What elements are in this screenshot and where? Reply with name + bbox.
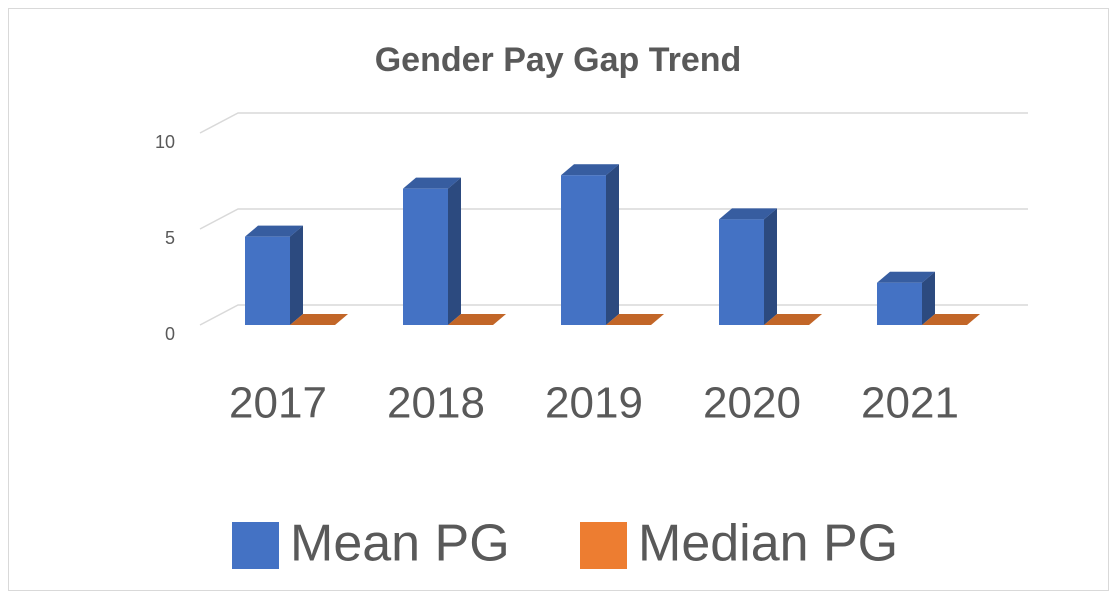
bar-top-shade <box>606 314 664 325</box>
bar-side-shade <box>922 271 935 325</box>
bar-top-shade <box>290 314 348 325</box>
legend-swatch <box>232 522 279 569</box>
x-tick-label: 2018 <box>387 379 485 428</box>
bar <box>245 236 290 325</box>
bar-side <box>290 225 303 325</box>
bar-top-shade <box>245 225 303 237</box>
bar-top <box>877 271 935 283</box>
bar-side-shade <box>290 225 303 325</box>
bar-top <box>403 177 461 189</box>
bar-top-shade <box>561 164 619 176</box>
grid-line <box>199 112 1028 134</box>
bar-side <box>448 177 461 325</box>
bar <box>719 219 764 325</box>
legend-label: Median PG <box>638 515 898 573</box>
x-tick-label: 2021 <box>861 379 959 428</box>
bar-top-shade <box>764 314 822 325</box>
chart-border <box>8 8 1109 591</box>
y-tick-label: 5 <box>165 228 175 248</box>
legend-swatch <box>580 522 627 569</box>
bar-side <box>606 164 619 325</box>
bar <box>561 175 606 325</box>
y-tick-label: 0 <box>165 324 175 344</box>
bar <box>403 188 448 325</box>
bar-top-shade <box>922 314 980 325</box>
x-tick-label: 2019 <box>545 379 643 428</box>
bar-top-shade <box>448 314 506 325</box>
bar-top <box>448 314 506 325</box>
bar-top-shade <box>719 208 777 220</box>
bar-side-shade <box>764 208 777 325</box>
bar-side <box>764 208 777 325</box>
bar-top <box>606 314 664 325</box>
bar-top <box>245 225 303 237</box>
bar-top <box>922 314 980 325</box>
y-tick-label: 10 <box>155 132 175 152</box>
bar-side-shade <box>448 177 461 325</box>
legend-label: Mean PG <box>290 515 510 573</box>
bar <box>877 282 922 325</box>
bar-top <box>290 314 348 325</box>
bar-side <box>922 271 935 325</box>
bar-top-shade <box>403 177 461 189</box>
bar-top-shade <box>877 271 935 283</box>
bar-top <box>561 164 619 176</box>
chart-title: Gender Pay Gap Trend <box>375 41 742 79</box>
bar-top <box>764 314 822 325</box>
bar-side-shade <box>606 164 619 325</box>
x-tick-label: 2020 <box>703 379 801 428</box>
x-tick-label: 2017 <box>229 379 327 428</box>
bar-top <box>719 208 777 220</box>
